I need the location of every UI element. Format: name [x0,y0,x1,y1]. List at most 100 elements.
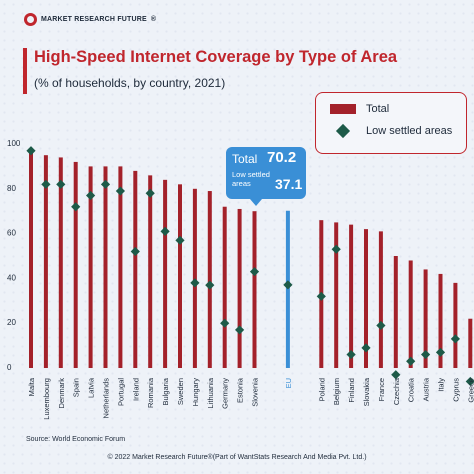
callout-total-label: Total [232,152,258,166]
bar-total-malta [29,150,33,368]
bar-total-denmark [58,157,63,368]
bar-total-germany [222,206,227,368]
bar-total-spain [73,161,78,368]
bar-total-slovenia [252,211,257,368]
legend-item-total: Total [330,103,389,115]
marker-low-cyprus [450,334,460,344]
marker-low-croatia [406,356,416,366]
marker-low-austria [421,349,431,360]
x-tick-label: Romania [146,377,155,408]
bar-total-greece [468,318,473,368]
x-tick-label: Netherlands [102,378,111,419]
x-tick-label: Croatia [407,377,416,402]
x-tick-label: Cyprus [451,378,460,402]
bar-total-italy [438,273,443,368]
marker-low-luxembourg [41,179,51,189]
source-note: Source: World Economic Forum [26,436,126,443]
x-tick-label: Belgium [332,378,341,405]
marker-low-italy [435,347,446,357]
chart-title: High-Speed Internet Coverage by Type of … [34,48,398,66]
marker-low-hungary [190,278,200,288]
marker-low-poland [316,291,326,301]
bar-total-cyprus [453,282,458,368]
marker-low-slovenia [249,267,260,277]
bar-total-finland [349,224,354,368]
bar-total-bulgaria [163,179,168,368]
bar-total-portugal [118,166,123,368]
y-tick-label: 20 [7,318,16,327]
x-tick-label: Luxembourg [42,378,51,420]
brand-name: MARKET RESEARCH FUTURE [41,16,147,23]
legend-swatch-total [330,104,356,114]
marker-low-sweden [175,235,185,245]
brand-logo-icon [24,13,37,26]
bar-total-slovakia [364,229,368,368]
x-tick-label: Sweden [176,378,185,405]
brand-registered-mark: ® [150,16,157,23]
bar-total-croatia [408,260,413,368]
marker-low-bulgaria [160,226,170,236]
marker-low-denmark [56,179,66,189]
brand-logo: MARKET RESEARCH FUTURE ® [24,13,156,26]
x-tick-label: Czechia [392,377,401,405]
callout-low-label: Low settled areas [232,170,270,188]
y-tick-label: 80 [7,184,16,193]
y-tick-label: 0 [7,363,12,372]
x-tick-label: Slovakia [362,377,371,406]
y-tick-label: 60 [7,229,16,238]
y-tick-label: 100 [7,139,21,148]
marker-low-ireland [130,246,140,257]
x-tick-label: Slovenia [251,377,260,407]
bar-total-ireland [133,170,138,368]
x-tick-label: Austria [422,377,431,401]
marker-low-belgium [331,244,341,254]
marker-low-greece [465,376,474,387]
x-tick-label: Poland [317,378,326,401]
x-tick-label: France [377,378,386,401]
marker-low-romania [145,188,155,198]
marker-low-netherlands [100,179,111,189]
x-tick-label: Denmark [57,378,66,409]
x-tick-label: EU [284,378,293,388]
copyright-note: © 2022 Market Research Future®(Part of W… [107,454,367,461]
bar-total-romania [148,175,153,368]
bar-total-france [378,231,383,368]
x-tick-label: Germany [221,378,230,409]
chart-subtitle: (% of households, by country, 2021) [34,76,226,90]
marker-low-czechia [391,370,401,380]
x-tick-label: Hungary [191,378,200,407]
x-tick-label: Italy [437,378,446,392]
bar-total-lithuania [207,191,212,368]
legend-label-low: Low settled areas [366,125,453,137]
callout-low-value: 37.1 [275,176,303,192]
x-tick-label: Portugal [116,378,125,406]
marker-low-estonia [235,325,245,335]
chart-legend: Total Low settled areas [315,92,467,154]
bar-total-latvia [88,166,93,368]
marker-low-finland [346,349,356,360]
bar-total-luxembourg [43,155,48,368]
bar-total-czechia [393,256,398,368]
marker-low-malta [26,146,36,156]
marker-low-spain [71,202,81,212]
eu-callout: Total 70.2 Low settled areas 37.1 [226,147,306,206]
marker-low-france [376,320,386,331]
bar-total-belgium [334,222,339,368]
title-accent-bar [23,48,27,94]
bar-total-sweden [178,184,182,368]
legend-label-total: Total [366,103,390,115]
marker-low-latvia [86,190,96,201]
x-tick-label: Malta [27,377,36,396]
x-tick-label: Ireland [131,378,140,401]
y-tick-label: 40 [7,273,16,282]
x-tick-label: Bulgaria [161,377,170,405]
x-tick-label: Greece [466,378,474,403]
x-tick-label: Finland [347,378,356,403]
x-tick-label: Spain [72,378,81,397]
bar-total-netherlands [103,166,108,368]
x-tick-label: Estonia [236,377,245,403]
legend-item-low: Low settled areas [330,123,453,139]
callout-total-value: 70.2 [267,149,297,166]
